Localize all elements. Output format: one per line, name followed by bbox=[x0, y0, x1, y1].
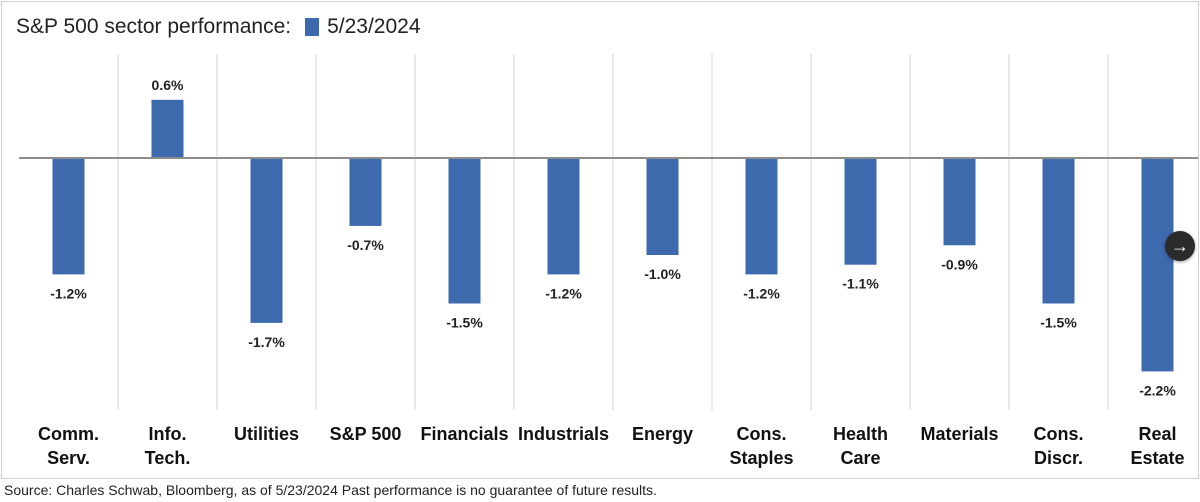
data-label: -1.5% bbox=[1040, 315, 1077, 331]
bar bbox=[349, 158, 382, 226]
data-label: -1.1% bbox=[842, 276, 879, 292]
data-label: -1.2% bbox=[743, 285, 780, 301]
next-arrow-button[interactable]: → bbox=[1165, 231, 1195, 261]
category-label: Info. Tech. bbox=[145, 424, 191, 468]
arrow-right-icon: → bbox=[1171, 235, 1189, 256]
bar-chart: -1.2% 0.6% -1.7% -0.7% -1.5% -1.2% -1.0% -1.2% -… bbox=[19, 54, 1198, 468]
bar bbox=[151, 99, 184, 158]
chart-header: S&P 500 sector performance: 5/23/2024 bbox=[16, 12, 421, 42]
bar bbox=[547, 158, 580, 275]
bar bbox=[943, 158, 976, 246]
category-label: Comm. Serv. bbox=[38, 424, 99, 468]
category-label: Cons. Staples bbox=[729, 424, 793, 468]
bar bbox=[1141, 158, 1174, 372]
category-label: Industrials bbox=[518, 424, 609, 444]
legend-label: 5/23/2024 bbox=[327, 15, 421, 38]
legend: 5/23/2024 bbox=[305, 15, 421, 39]
data-label: -0.7% bbox=[347, 237, 384, 253]
data-label: -1.2% bbox=[545, 285, 582, 301]
chart-title: S&P 500 sector performance: bbox=[16, 15, 292, 38]
data-label: -1.7% bbox=[248, 334, 285, 350]
bar bbox=[52, 158, 85, 275]
category-label: Utilities bbox=[234, 424, 299, 444]
category-label: Energy bbox=[632, 424, 693, 444]
bar bbox=[745, 158, 778, 275]
category-label: S&P 500 bbox=[330, 424, 402, 444]
data-label: -1.0% bbox=[644, 266, 681, 282]
data-label: 0.6% bbox=[152, 77, 184, 93]
data-label: -0.9% bbox=[941, 256, 978, 272]
bar bbox=[448, 158, 481, 304]
category-label: Health Care bbox=[833, 424, 888, 468]
category-label: Cons. Discr. bbox=[1033, 424, 1083, 468]
data-label: -1.5% bbox=[446, 315, 483, 331]
bar bbox=[844, 158, 877, 265]
bar bbox=[1042, 158, 1075, 304]
category-label: Materials bbox=[920, 424, 998, 444]
category-label: Real Estate bbox=[1130, 424, 1184, 468]
category-label: Financials bbox=[420, 424, 508, 444]
data-label: -2.2% bbox=[1139, 382, 1176, 398]
legend-swatch bbox=[305, 18, 320, 36]
chart-frame bbox=[1, 1, 1199, 479]
bar bbox=[250, 158, 283, 323]
bar bbox=[646, 158, 679, 255]
source-note: Source: Charles Schwab, Bloomberg, as of… bbox=[4, 482, 657, 498]
data-label: -1.2% bbox=[50, 285, 87, 301]
